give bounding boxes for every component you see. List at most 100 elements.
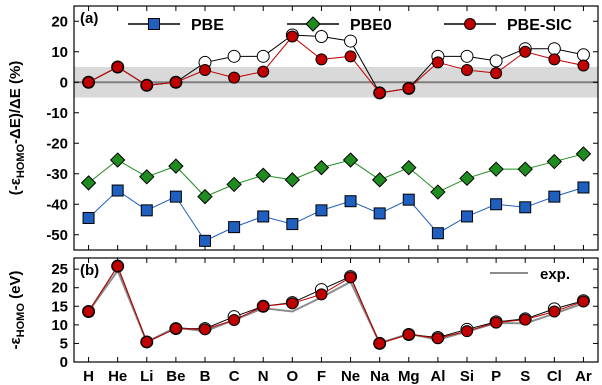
panel-label: (a) (80, 10, 98, 27)
data-point (286, 218, 299, 231)
x-tick-label: Ne (341, 368, 360, 385)
y-axis-label-part: (eV) (7, 271, 24, 304)
data-point (111, 61, 124, 73)
y-tick-label: -30 (46, 166, 68, 183)
y-axis-label-part: -ε (7, 337, 24, 349)
data-point (430, 184, 446, 200)
data-point (459, 170, 475, 187)
x-tick-label: Be (166, 368, 185, 385)
plot-frame (73, 5, 599, 251)
data-point (256, 49, 270, 63)
plot-frame (73, 257, 599, 363)
x-tick-label: Ar (575, 368, 592, 385)
data-point (82, 211, 95, 224)
y-tick-label: -20 (46, 135, 68, 152)
data-point (314, 30, 328, 43)
x-tick-label: Cl (547, 368, 562, 385)
data-point (547, 42, 561, 56)
data-point (488, 161, 504, 177)
y-axis-label-part: (-ε (7, 178, 24, 195)
data-point (489, 54, 503, 68)
series-line (88, 186, 584, 242)
data-point (109, 152, 126, 168)
series-line (87, 268, 584, 345)
data-point (371, 172, 388, 188)
x-tick-label: H (83, 368, 94, 385)
data-point (82, 305, 95, 318)
data-point (80, 175, 97, 191)
y-tick-label: -40 (46, 196, 68, 213)
data-point (344, 195, 357, 208)
data-point (257, 300, 270, 313)
data-point (519, 313, 532, 326)
data-point (197, 188, 213, 205)
data-point (517, 161, 533, 177)
data-point (342, 152, 359, 168)
x-tick-label: F (317, 368, 326, 385)
x-tick-label: B (200, 368, 211, 385)
series-pbe (82, 181, 590, 247)
data-point (199, 234, 211, 247)
series-exp- (87, 268, 584, 345)
data-point (401, 159, 417, 176)
y-tick-label: -10 (46, 105, 68, 122)
data-point (402, 193, 415, 206)
legend-label: PBE0 (350, 17, 392, 34)
data-point (168, 158, 184, 174)
data-point (140, 204, 153, 217)
data-point (431, 56, 444, 69)
x-tick-label: Si (460, 368, 474, 385)
data-point (344, 271, 357, 284)
x-tick-label: Li (140, 368, 153, 385)
data-point (344, 34, 358, 48)
data-point (140, 335, 153, 348)
x-tick-label: C (229, 368, 240, 385)
data-point (111, 260, 124, 273)
data-point (257, 65, 270, 78)
y-tick-label: 10 (51, 317, 68, 334)
data-point (228, 221, 241, 234)
data-point (315, 288, 328, 301)
x-tick-label: He (108, 368, 127, 385)
y-tick-label: 25 (51, 261, 68, 278)
data-point (139, 169, 155, 185)
data-point (315, 53, 328, 66)
data-point (255, 167, 271, 183)
series-unlabelled-2 (82, 260, 590, 350)
data-point (577, 181, 590, 194)
data-point (169, 322, 182, 335)
data-point (461, 64, 473, 77)
data-point (373, 86, 386, 99)
data-point (373, 337, 386, 350)
data-point (228, 71, 241, 84)
data-point (286, 30, 299, 43)
y-axis-label: (-εHOMO-ΔE)/ΔE (%) (7, 61, 27, 196)
data-point (257, 210, 270, 223)
data-point (546, 153, 563, 170)
data-point (140, 79, 153, 92)
y-tick-label: 5 (60, 335, 68, 352)
data-point (431, 332, 444, 345)
series-line (88, 265, 584, 345)
data-point (227, 49, 241, 63)
data-point (402, 328, 415, 341)
data-point (490, 316, 503, 329)
legend-label: exp. (540, 266, 570, 283)
y-axis-label: -εHOMO (eV) (7, 271, 27, 350)
data-point (82, 76, 95, 89)
data-point (148, 18, 160, 30)
panel-label: (b) (80, 262, 99, 279)
series-line (88, 265, 584, 345)
y-tick-label: 0 (60, 74, 68, 91)
x-tick-label: S (520, 368, 530, 385)
data-point (461, 325, 473, 338)
data-point (226, 176, 242, 193)
data-point (286, 297, 299, 310)
data-point (199, 64, 211, 77)
data-point (284, 172, 301, 188)
data-point (111, 184, 124, 197)
legend-a: PBE PBE0 PBE-SIC (128, 16, 572, 34)
data-point (344, 50, 357, 63)
